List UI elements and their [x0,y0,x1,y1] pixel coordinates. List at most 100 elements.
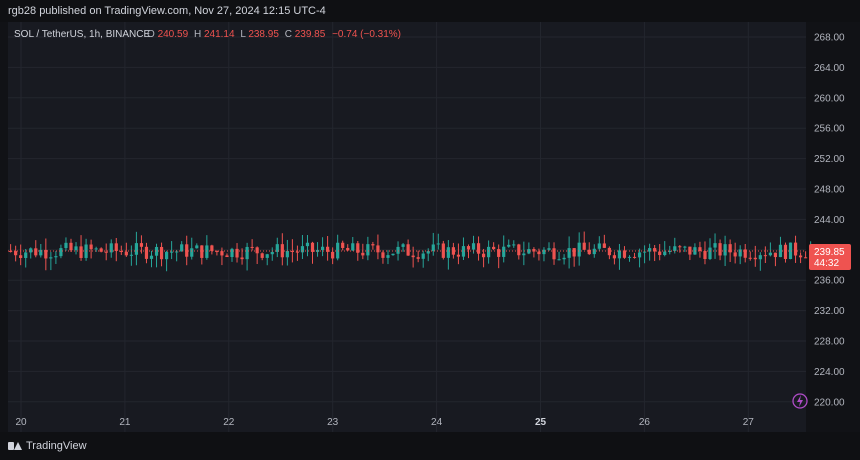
candle-body [285,250,289,258]
candle-body [421,253,425,259]
candle-body [798,255,803,258]
y-tick-label: 228.00 [814,337,845,348]
candle-body [436,243,440,245]
footer-bar: TradingView [0,432,860,460]
candle-body [542,249,546,255]
candle-body [356,243,360,253]
candle-body [235,248,239,258]
candle-body [99,248,103,252]
candle-body [602,243,606,248]
candle-body [658,251,662,256]
candle-body [492,246,496,250]
candle-body [487,246,491,258]
candle-body [341,242,345,248]
candle-body [653,248,657,252]
time-axis[interactable]: 20 21 22 23 24 25 26 27 [15,417,754,428]
y-tick-label: 220.00 [814,397,845,408]
x-tick-label: 25 [535,417,547,428]
candle-body [79,246,83,258]
candle-body [361,252,365,256]
candle-body [481,253,486,258]
candle-body [678,246,682,248]
legend-symbol: SOL / TetherUS, 1h, BINANCE [14,29,150,40]
x-tick-label: 20 [15,417,27,428]
candle-body [663,251,667,256]
price-axis[interactable]: 268.00 264.00 260.00 256.00 252.00 248.00 244.… [814,33,845,409]
candle-body [763,255,767,257]
chart-pane[interactable] [8,22,806,432]
candle-body [245,246,249,260]
brand-label: TradingView [26,440,87,452]
candle-body [69,242,73,251]
candle-body [673,246,677,251]
candle-body [260,253,264,258]
candle-body [572,248,576,257]
price-tag: 239.85 44:32 [809,244,851,270]
candle-body [637,252,642,258]
candle-body [34,248,38,256]
candle-body [149,255,154,259]
candle-body [9,250,13,252]
y-tick-label: 236.00 [814,276,845,287]
candle-body [310,242,315,252]
candle-body [567,248,571,258]
candle-body [562,257,566,260]
candle-body [326,246,330,252]
y-tick-label: 244.00 [814,215,845,226]
candle-body [180,244,184,252]
candle-body [793,242,798,256]
candle-body [154,246,159,256]
legend-o-label: O [147,29,155,40]
candle-body [804,257,808,259]
candle-body [522,253,526,256]
candle-body [431,244,435,252]
candle-body [587,249,591,255]
candles-group [9,231,813,272]
candle-body [336,242,340,259]
candle-body [114,243,118,252]
candle-body [698,247,702,251]
tradingview-logo[interactable]: TradingView [8,440,87,452]
lightning-icon[interactable] [792,393,808,409]
candle-body [205,245,209,258]
candle-body [175,251,179,253]
candle-body [320,246,325,251]
candle-body [170,251,174,253]
candle-body [547,248,551,250]
candle-body [476,243,481,254]
candle-body [64,242,68,249]
candle-body [527,249,531,254]
candle-body [19,255,23,258]
y-tick-label: 232.00 [814,306,845,317]
candle-body [723,244,727,256]
candle-body [733,252,737,257]
legend-c-value: 239.85 [295,29,326,40]
candle-body [381,252,385,258]
candle-body [366,244,370,256]
candle-body [401,244,405,247]
candle-body [195,245,199,249]
candle-body [517,244,521,256]
y-tick-label: 264.00 [814,63,845,74]
candle-body [743,249,747,258]
candle-body [280,244,284,258]
y-tick-label: 260.00 [814,93,845,104]
x-tick-label: 23 [327,417,339,428]
candle-body [668,250,672,252]
y-tick-label: 252.00 [814,154,845,165]
legend-h-label: H [194,29,201,40]
candle-body [386,255,390,258]
legend-change: −0.74 (−0.31%) [332,29,401,40]
candle-body [300,246,305,253]
candle-body [537,251,541,255]
candle-body [718,243,722,256]
x-tick-label: 22 [223,417,235,428]
candle-body [144,246,149,259]
candle-body [622,250,627,258]
publish-header: rgb28 published on TradingView.com, Nov … [0,0,860,22]
legend-l-label: L [240,29,246,40]
candle-body [416,257,420,259]
legend-l-value: 238.95 [248,29,279,40]
candle-body [94,248,98,250]
